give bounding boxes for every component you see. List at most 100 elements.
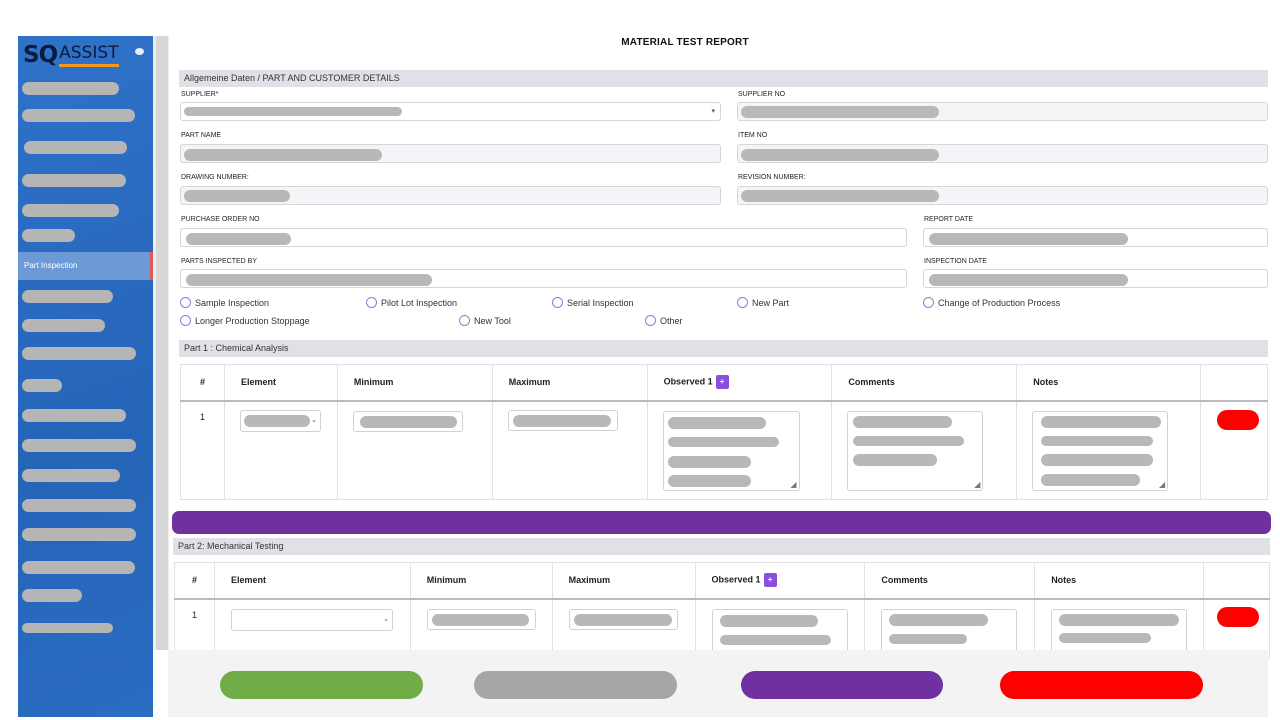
maximum-value xyxy=(573,613,672,626)
logo-assist-text: ASSIST xyxy=(59,42,119,67)
supplier-no-field[interactable] xyxy=(737,102,1268,121)
add-observed-button[interactable]: + xyxy=(715,375,729,390)
chevron-down-icon: ⌄ xyxy=(311,416,317,424)
inspection-date-value xyxy=(929,274,1128,286)
inspected-by-field[interactable] xyxy=(180,269,907,288)
comments-textarea[interactable]: ◢ xyxy=(847,410,984,491)
supplier-select[interactable]: ▾ xyxy=(180,102,721,121)
sidebar-item-part-inspection[interactable]: Part Inspection xyxy=(18,252,153,280)
element-select[interactable]: ⌄ xyxy=(230,608,393,631)
sidebar-item-label: Part Inspection xyxy=(24,261,78,270)
radio-new-tool[interactable]: New Tool xyxy=(459,315,511,326)
radio-circle-icon xyxy=(552,297,563,308)
sidebar-item[interactable] xyxy=(22,623,113,633)
revision-number-field[interactable] xyxy=(737,186,1268,205)
sidebar-item[interactable] xyxy=(22,469,120,482)
comments-line xyxy=(889,613,989,626)
notes-line xyxy=(1041,473,1141,486)
observed-line xyxy=(667,416,766,429)
sidebar-item[interactable] xyxy=(22,561,135,574)
delete-row-button[interactable] xyxy=(1217,409,1259,430)
notes-line xyxy=(1059,632,1152,643)
radio-serial-inspection[interactable]: Serial Inspection xyxy=(552,297,634,308)
sidebar-item[interactable] xyxy=(22,379,62,392)
report-date-field[interactable] xyxy=(923,228,1268,247)
sidebar-item[interactable] xyxy=(22,409,126,422)
sidebar-item[interactable] xyxy=(22,499,136,512)
maximum-input[interactable] xyxy=(507,409,618,431)
sidebar-item[interactable] xyxy=(22,109,135,122)
minimum-value xyxy=(359,415,457,428)
comments-line xyxy=(889,633,968,644)
sidebar-item[interactable] xyxy=(22,82,119,95)
radio-new-part[interactable]: New Part xyxy=(737,297,789,308)
radio-longer-production-stoppage[interactable]: Longer Production Stoppage xyxy=(180,315,310,326)
po-value xyxy=(186,233,291,245)
maximum-cell xyxy=(551,598,696,659)
sidebar-item[interactable] xyxy=(22,589,82,602)
minimum-input[interactable] xyxy=(426,608,536,630)
sidebar-item[interactable] xyxy=(22,204,119,217)
col-header-actions xyxy=(1203,562,1270,600)
radio-pilot-lot-inspection[interactable]: Pilot Lot Inspection xyxy=(366,297,457,308)
observed-textarea[interactable]: ◢ xyxy=(662,410,800,491)
resize-handle-icon[interactable]: ◢ xyxy=(790,479,797,489)
sidebar-item[interactable] xyxy=(22,347,136,360)
add-row-button[interactable] xyxy=(172,511,1271,534)
supplier-value xyxy=(184,107,402,116)
drawing-number-field[interactable] xyxy=(180,186,721,205)
part-name-field[interactable] xyxy=(180,144,721,163)
add-observed-button[interactable]: + xyxy=(763,573,777,588)
radio-sample-inspection[interactable]: Sample Inspection xyxy=(180,297,269,308)
sidebar-item[interactable] xyxy=(22,439,136,452)
eye-icon[interactable] xyxy=(135,48,144,55)
logo-sq-text: SQ xyxy=(23,42,58,68)
col-header-comments: Comments xyxy=(831,364,1018,402)
minimum-input[interactable] xyxy=(352,410,463,432)
page-title: MATERIAL TEST REPORT xyxy=(621,37,749,48)
sidebar-item[interactable] xyxy=(22,319,105,332)
resize-handle-icon[interactable]: ◢ xyxy=(974,479,981,489)
radio-other[interactable]: Other xyxy=(645,315,683,326)
sidebar-scrollbar-thumb[interactable] xyxy=(156,36,168,650)
delete-row-button[interactable] xyxy=(1217,606,1260,627)
po-field[interactable] xyxy=(180,228,907,247)
supplier-label: SUPPLIER* xyxy=(181,91,219,98)
maximum-cell xyxy=(491,400,648,500)
notes-textarea[interactable]: ◢ xyxy=(1032,410,1169,491)
resize-handle-icon[interactable]: ◢ xyxy=(1159,479,1166,489)
element-select[interactable]: ⌄ xyxy=(239,409,321,432)
cancel-button[interactable] xyxy=(474,671,677,699)
col-header-comments: Comments xyxy=(864,562,1036,600)
sidebar-item[interactable] xyxy=(24,141,127,154)
sidebar-item[interactable] xyxy=(22,528,136,541)
maximum-input[interactable] xyxy=(568,608,678,630)
observed-line xyxy=(667,455,751,468)
minimum-cell xyxy=(336,400,493,500)
radio-change-of-production-process[interactable]: Change of Production Process xyxy=(923,297,1060,308)
item-no-field[interactable] xyxy=(737,144,1268,163)
minimum-cell xyxy=(409,598,553,659)
logo[interactable]: SQ ASSIST xyxy=(23,42,119,74)
inspection-date-field[interactable] xyxy=(923,269,1268,288)
col-header-element: Element xyxy=(223,364,338,402)
part-name-label: PART NAME xyxy=(181,132,222,139)
sidebar-item[interactable] xyxy=(22,290,113,303)
delete-button[interactable] xyxy=(1000,671,1203,699)
col-header-maximum: Maximum xyxy=(551,562,696,600)
comments-cell: ◢ xyxy=(831,400,1018,500)
element-value xyxy=(243,414,310,427)
submit-button[interactable] xyxy=(741,671,943,699)
report-date-label: REPORT DATE xyxy=(924,216,974,223)
maximum-value xyxy=(512,414,611,427)
notes-line xyxy=(1041,453,1154,466)
col-header-observed: Observed 1 + xyxy=(694,562,866,600)
element-cell: ⌄ xyxy=(213,598,411,659)
sidebar-item[interactable] xyxy=(22,174,126,187)
sidebar: SQ ASSIST Part Inspection xyxy=(18,36,153,717)
col-header-notes: Notes xyxy=(1016,364,1201,402)
sidebar-item[interactable] xyxy=(22,229,75,242)
save-button[interactable] xyxy=(220,671,423,699)
comments-cell xyxy=(864,598,1036,669)
